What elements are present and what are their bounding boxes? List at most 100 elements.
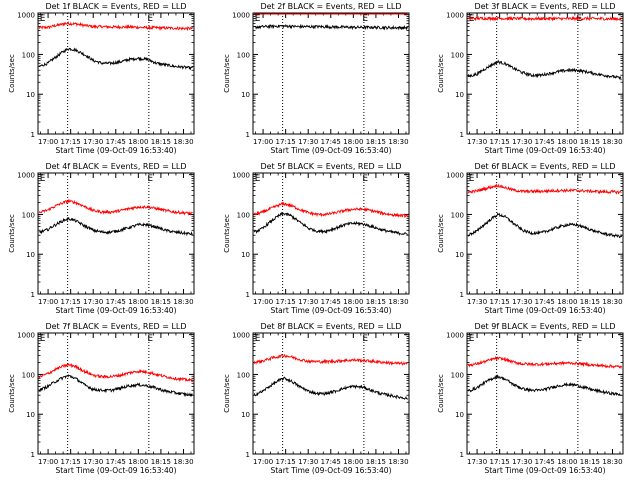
y-tick-label: 10 bbox=[455, 91, 464, 99]
x-tick-label: 17:30 bbox=[512, 298, 532, 306]
x-tick-label: 18:30 bbox=[173, 458, 193, 466]
series-black bbox=[467, 59, 622, 81]
x-tick-label: 17:45 bbox=[321, 458, 341, 466]
x-tick-label: 17:15 bbox=[490, 138, 510, 146]
panel-det-2: Det 2f BLACK = Events, RED = LLD 1 10 100 10… bbox=[223, 2, 410, 155]
panel-title: Det 7f BLACK = Events, RED = LLD bbox=[45, 322, 186, 331]
series-black bbox=[253, 23, 408, 31]
x-tick-label: 17:30 bbox=[298, 298, 318, 306]
panel-title: Det 5f BLACK = Events, RED = LLD bbox=[260, 162, 401, 171]
y-tick-label: 100 bbox=[22, 211, 35, 219]
y-tick-label: 1000 bbox=[446, 332, 464, 340]
plot-frame bbox=[37, 172, 195, 295]
y-tick-label: 100 bbox=[237, 51, 250, 59]
x-axis-label: Start Time (09-Oct-09 16:53:40) bbox=[484, 306, 605, 315]
flag-marker: E bbox=[255, 14, 261, 24]
series-black bbox=[253, 211, 408, 236]
y-axis-label: Counts/sec bbox=[437, 214, 445, 253]
panel-det-5: Det 5f BLACK = Events, RED = LLD 1 10 100 10… bbox=[223, 162, 410, 315]
x-axis-label: Start Time (09-Oct-09 16:53:40) bbox=[270, 466, 391, 475]
x-tick-label: 18:30 bbox=[602, 138, 622, 146]
flag-marker: E bbox=[147, 334, 153, 344]
y-tick-label: 10 bbox=[241, 91, 250, 99]
x-tick-label: 17:00 bbox=[38, 458, 58, 466]
y-axis-label: Counts/sec bbox=[223, 54, 231, 93]
panel-title: Det 6f BLACK = Events, RED = LLD bbox=[474, 162, 615, 171]
y-tick-label: 10 bbox=[26, 251, 35, 259]
plot-frame bbox=[252, 12, 410, 135]
x-tick-label: 18:00 bbox=[343, 138, 363, 146]
flag-marker: E bbox=[40, 174, 46, 184]
x-tick-label: 18:15 bbox=[580, 138, 600, 146]
plot-frame bbox=[466, 332, 624, 455]
x-tick-label: 17:00 bbox=[38, 138, 58, 146]
panel-det-7: Det 7f BLACK = Events, RED = LLD 1 10 100 10… bbox=[8, 322, 195, 475]
y-tick-label: 1000 bbox=[446, 12, 464, 20]
series-red bbox=[467, 15, 622, 22]
series-red bbox=[467, 183, 622, 195]
y-axis-label: Counts/sec bbox=[223, 214, 231, 253]
flag-marker: E bbox=[40, 334, 46, 344]
y-tick-label: 100 bbox=[237, 211, 250, 219]
y-tick-label: 1000 bbox=[232, 12, 250, 20]
series-red bbox=[38, 363, 193, 383]
y-tick-label: 100 bbox=[237, 371, 250, 379]
y-tick-label: 100 bbox=[22, 51, 35, 59]
x-tick-label: 17:15 bbox=[490, 298, 510, 306]
panel-title: Det 3f BLACK = Events, RED = LLD bbox=[474, 2, 615, 11]
y-tick-label: 1 bbox=[246, 451, 250, 459]
y-axis-label: Counts/sec bbox=[8, 374, 16, 413]
x-axis-label: Start Time (09-Oct-09 16:53:40) bbox=[270, 146, 391, 155]
y-tick-label: 10 bbox=[26, 91, 35, 99]
x-tick-label: 17:30 bbox=[83, 298, 103, 306]
y-tick-label: 100 bbox=[451, 211, 464, 219]
panel-det-4: Det 4f BLACK = Events, RED = LLD 1 10 100 10… bbox=[8, 162, 195, 315]
series-red bbox=[38, 20, 193, 32]
x-tick-label: 18:15 bbox=[151, 298, 171, 306]
x-tick-label: 17:45 bbox=[106, 138, 126, 146]
x-tick-label: 18:15 bbox=[151, 138, 171, 146]
x-tick-label: 18:15 bbox=[151, 458, 171, 466]
flag-marker: E bbox=[469, 334, 475, 344]
x-tick-label: 18:00 bbox=[343, 298, 363, 306]
x-tick-label: 17:45 bbox=[106, 298, 126, 306]
series-red bbox=[38, 198, 193, 216]
flag-marker: E bbox=[576, 174, 582, 184]
x-tick-label: 17:45 bbox=[106, 458, 126, 466]
series-black bbox=[38, 374, 193, 397]
series-black bbox=[39, 216, 193, 237]
y-axis-label: Counts/sec bbox=[8, 54, 16, 93]
x-tick-label: 18:00 bbox=[343, 458, 363, 466]
panel-title: Det 4f BLACK = Events, RED = LLD bbox=[45, 162, 186, 171]
x-tick-label: 17:45 bbox=[535, 138, 555, 146]
series-red bbox=[253, 201, 408, 219]
x-tick-label: 18:30 bbox=[602, 298, 622, 306]
x-tick-label: 17:45 bbox=[321, 138, 341, 146]
x-tick-label: 18:30 bbox=[388, 458, 408, 466]
x-tick-label: 18:00 bbox=[128, 298, 148, 306]
series-red bbox=[467, 355, 622, 370]
panel-title: Det 8f BLACK = Events, RED = LLD bbox=[260, 322, 401, 331]
y-tick-label: 1000 bbox=[232, 332, 250, 340]
x-tick-label: 17:30 bbox=[298, 458, 318, 466]
y-axis-label: Counts/sec bbox=[437, 374, 445, 413]
y-tick-label: 1 bbox=[246, 291, 250, 299]
y-tick-label: 1 bbox=[460, 451, 464, 459]
x-tick-label: 17:15 bbox=[61, 458, 81, 466]
x-tick-label: 18:15 bbox=[366, 298, 386, 306]
panel-det-9: Det 9f BLACK = Events, RED = LLD 1 10 100 10… bbox=[437, 322, 624, 475]
y-tick-label: 1 bbox=[460, 131, 464, 139]
y-tick-label: 1 bbox=[460, 291, 464, 299]
y-tick-label: 10 bbox=[26, 411, 35, 419]
x-tick-label: 18:30 bbox=[602, 458, 622, 466]
x-tick-label: 17:15 bbox=[276, 298, 296, 306]
flag-marker: E bbox=[469, 174, 475, 184]
flag-marker: E bbox=[255, 334, 261, 344]
y-tick-label: 1000 bbox=[17, 332, 35, 340]
plot-frame bbox=[37, 332, 195, 455]
panel-title: Det 1f BLACK = Events, RED = LLD bbox=[45, 2, 186, 11]
x-tick-label: 17:30 bbox=[83, 458, 103, 466]
x-tick-label: 17:30 bbox=[467, 458, 487, 466]
panel-det-1: Det 1f BLACK = Events, RED = LLD 1 10 100 10… bbox=[8, 2, 195, 155]
